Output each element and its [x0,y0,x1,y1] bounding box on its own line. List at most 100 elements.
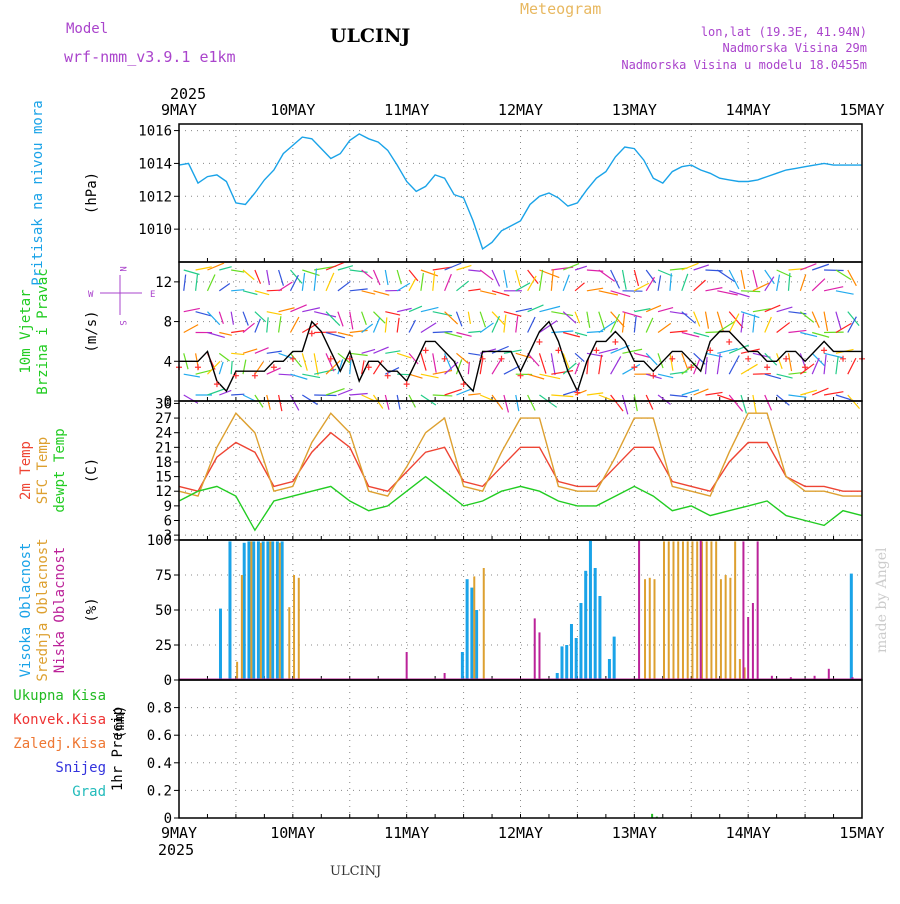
wind-arrow [385,351,400,354]
wind-arrow [622,349,642,353]
bar-clouds-0 [257,541,260,680]
wind-arrow [646,270,655,283]
wind-arrow [409,374,422,378]
wind-arrow [456,281,468,291]
wind-arrow [373,270,380,285]
wind-arrow [682,274,688,291]
bar-clouds-0 [228,541,231,680]
wind-arrow [456,265,471,270]
bar-clouds-2 [534,618,536,680]
y-tick-label: 25 [155,638,172,654]
wind-arrow [575,283,584,291]
wind-arrow [634,316,636,332]
panel-unit: (%) [84,597,100,622]
bar-clouds-0 [247,541,250,680]
y-tick-label: 12 [155,484,172,500]
top-day-label: 13MAY [612,101,657,119]
wind-arrow [468,312,470,324]
wind-arrow [765,395,772,410]
bar-clouds-2 [747,617,749,680]
wind-arrow [385,312,400,315]
bar-clouds-1 [260,543,262,680]
wind-arrow [385,317,387,332]
wind-arrow [350,330,368,332]
bar-clouds-0 [598,596,601,680]
wind-arrow [397,395,400,410]
bottom-day-label: 11MAY [384,824,429,842]
wind-arrow [231,290,244,291]
wind-arrow [539,353,545,373]
bar-clouds-1 [696,541,698,680]
elevation-label: Nadmorska Visina 29m [723,41,868,55]
wind-arrow [788,330,806,332]
model-name: wrf-nmm_v3.9.1 e1km [64,48,236,66]
bar-clouds-1 [236,662,238,680]
y-tick-label: 1016 [138,124,172,140]
wind-arrow [824,392,843,395]
wind-arrow [765,353,777,365]
wind-arrow [326,312,340,326]
y-tick-label: 1012 [138,189,172,205]
wind-arrow [207,312,219,325]
wind-arrow [314,269,316,291]
wind-arrow [753,270,757,287]
bar-clouds-0 [461,652,464,680]
panel-ylabel: Brzina i Pravac [35,268,51,394]
wind-arrow [599,270,615,281]
wind-arrow [777,323,790,333]
bar-clouds-0 [565,645,568,680]
bar-clouds-2 [638,540,640,680]
wind-arrow [622,313,624,333]
wind-arrow [302,273,304,291]
wind-arrow [824,355,826,374]
wind-arrow [599,312,605,331]
y-tick-label: 18 [155,455,172,471]
wind-arrow [373,347,388,353]
bar-clouds-1 [725,575,727,680]
bar-clouds-1 [706,541,708,680]
wind-arrow [705,357,707,374]
y-tick-label: 8 [164,315,172,331]
series-line-pressure-0 [179,134,862,249]
wind-arrow [231,270,244,272]
wind-arrow [836,356,838,374]
compass-w: W [88,290,94,300]
panel-ylabel: Visoka Oblacnost [18,543,34,678]
wind-arrow [267,312,282,315]
wind-arrow [551,312,573,316]
bar-clouds-1 [682,541,684,680]
wind-arrow [421,307,439,311]
bar-clouds-0 [475,610,478,680]
wind-arrow [539,270,542,291]
panel-ylabel: dewpt Temp [52,428,68,512]
wind-arrow [658,308,673,312]
wind-arrow [373,291,389,295]
wind-arrow [765,317,772,332]
bar-clouds-1 [677,541,679,680]
wind-arrow [302,353,307,370]
wind-arrow [611,395,623,411]
wind-arrow [314,312,336,317]
wind-arrow [812,358,819,374]
wind-arrow [290,317,298,332]
wind-arrow [184,308,200,311]
wind-arrow [397,318,399,333]
wind-arrow [362,349,375,353]
wind-arrow [219,267,231,270]
wind-arrow [468,289,480,291]
precip-legend-item: Zaledj.Kisa [13,736,106,752]
wind-arrow [492,291,509,296]
gust-marker [821,347,827,353]
gust-marker [442,356,448,362]
wind-arrow [670,395,688,397]
wind-arrow [267,270,270,285]
panel-unit: (C) [84,458,100,483]
wind-arrow [492,395,503,410]
wind-arrow [184,395,198,403]
wind-arrow [385,395,389,410]
wind-arrow [279,316,281,332]
